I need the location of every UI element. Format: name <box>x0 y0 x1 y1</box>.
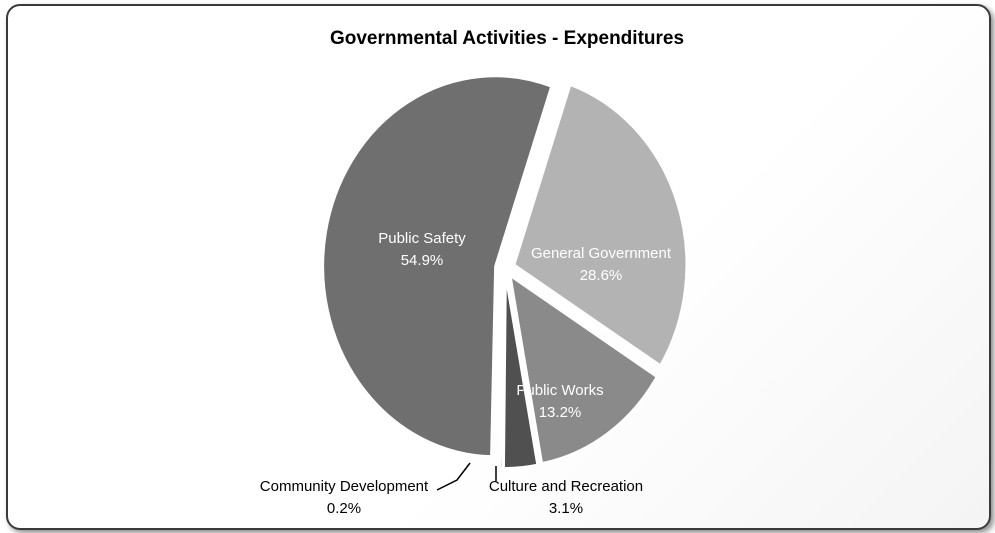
slice-label-culture-and-recreation: Culture and Recreation <box>489 478 643 495</box>
chart-title: Governmental Activities - Expenditures <box>329 28 685 49</box>
pie-slices <box>322 75 688 469</box>
slice-percent-culture-and-recreation: 3.1% <box>549 500 583 517</box>
pie-slice-general-government <box>513 83 688 367</box>
pie-slice-public-works <box>509 274 658 465</box>
pie-slice-culture-and-recreation <box>502 277 539 469</box>
slice-label-public-works: Public Works <box>516 382 603 399</box>
pie-slice-community-development <box>499 277 506 469</box>
slice-percent-public-safety: 54.9% <box>401 252 444 269</box>
pie-labels: Public Safety 54.9% General Government 28.6… <box>260 230 672 517</box>
slice-label-public-safety: Public Safety <box>378 230 466 247</box>
pie-slice-public-safety <box>322 75 553 458</box>
slice-label-general-government: General Government <box>531 245 672 262</box>
slice-percent-general-government: 28.6% <box>580 267 623 284</box>
slice-label-community-development: Community Development <box>260 478 429 495</box>
slice-percent-community-development: 0.2% <box>327 500 361 517</box>
leader-line-community-development <box>436 462 471 491</box>
slice-percent-public-works: 13.2% <box>539 404 582 421</box>
